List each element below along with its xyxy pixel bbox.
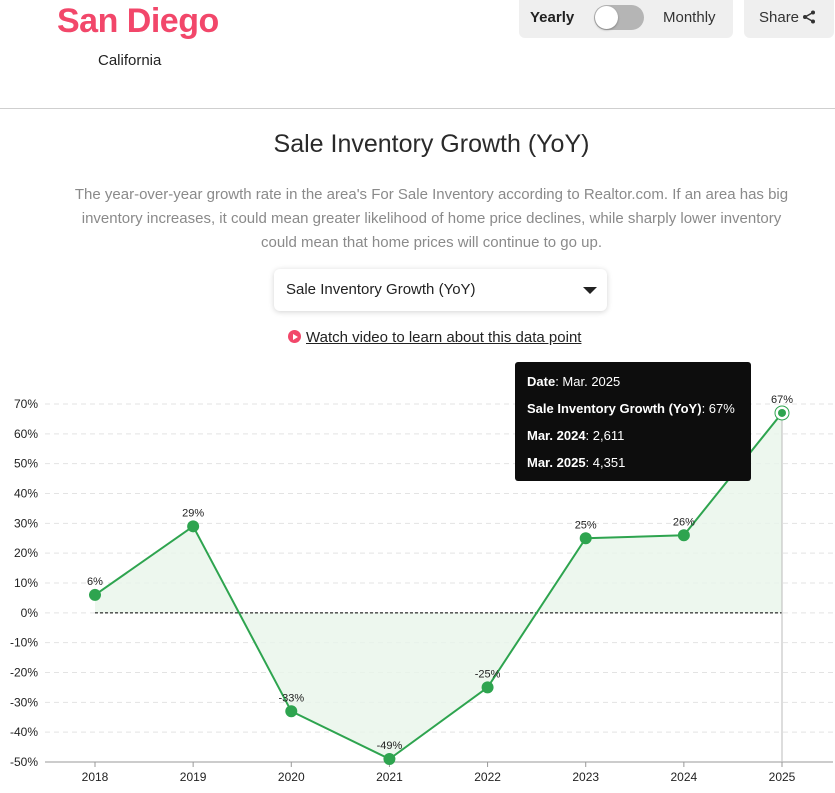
data-label: 25% bbox=[575, 519, 597, 531]
share-label: Share bbox=[759, 9, 800, 26]
y-tick-label: -20% bbox=[10, 666, 38, 680]
data-point bbox=[677, 529, 690, 542]
x-tick-label: 2021 bbox=[376, 770, 403, 784]
tooltip-prev-value: 2,611 bbox=[592, 428, 625, 443]
tooltip-prev-label: Mar. 2024 bbox=[527, 428, 586, 443]
header-divider bbox=[0, 108, 835, 109]
y-tick-label: 20% bbox=[14, 546, 38, 560]
watch-video-link[interactable]: Watch video to learn about this data poi… bbox=[288, 329, 581, 346]
data-label: 29% bbox=[182, 507, 204, 519]
data-label: -33% bbox=[278, 692, 304, 704]
y-tick-label: 40% bbox=[14, 487, 38, 501]
data-point bbox=[383, 753, 396, 766]
y-tick-label: 60% bbox=[14, 427, 38, 441]
x-tick-label: 2018 bbox=[82, 770, 109, 784]
data-point bbox=[89, 588, 101, 601]
y-tick-label: 0% bbox=[21, 606, 39, 620]
tooltip-curr-label: Mar. 2025 bbox=[527, 455, 586, 470]
data-label: -25% bbox=[475, 668, 501, 680]
data-label: -49% bbox=[377, 740, 403, 752]
play-icon bbox=[288, 330, 301, 343]
metric-select[interactable]: Sale Inventory Growth (YoY) bbox=[274, 269, 607, 311]
tooltip-metric-label: Sale Inventory Growth (YoY) bbox=[527, 401, 702, 416]
tooltip-date: Mar. 2025 bbox=[562, 374, 621, 389]
y-tick-label: -50% bbox=[10, 755, 38, 769]
description: The year-over-year growth rate in the ar… bbox=[74, 186, 789, 251]
x-tick-label: 2020 bbox=[278, 770, 305, 784]
share-icon bbox=[803, 10, 816, 24]
data-label: 26% bbox=[673, 516, 695, 528]
data-point bbox=[778, 408, 786, 417]
data-label: 67% bbox=[771, 394, 793, 406]
page-title: Sale Inventory Growth (YoY) bbox=[273, 130, 590, 158]
state-subtitle: California bbox=[98, 52, 162, 69]
tooltip-metric-value: 67% bbox=[708, 401, 735, 416]
data-point bbox=[187, 520, 200, 533]
watch-video-text: Watch video to learn about this data poi… bbox=[306, 329, 582, 346]
y-tick-label: -30% bbox=[10, 695, 38, 709]
x-tick-label: 2025 bbox=[769, 770, 796, 784]
x-tick-label: 2023 bbox=[572, 770, 599, 784]
share-button[interactable]: Share bbox=[744, 0, 834, 38]
tooltip-date-label: Date bbox=[527, 374, 556, 389]
toggle-knob bbox=[595, 6, 618, 29]
yearly-monthly-toggle[interactable]: Yearly Monthly bbox=[519, 0, 733, 38]
chart-tooltip: Date: Mar. 2025 Sale Inventory Growth (Y… bbox=[515, 362, 751, 481]
toggle-monthly-label[interactable]: Monthly bbox=[663, 9, 716, 26]
y-tick-label: 50% bbox=[14, 457, 38, 471]
caret-down-icon bbox=[583, 287, 597, 294]
data-label: 6% bbox=[87, 576, 103, 588]
y-tick-label: 10% bbox=[14, 576, 38, 590]
toggle-switch[interactable] bbox=[594, 5, 644, 30]
x-tick-label: 2024 bbox=[671, 770, 698, 784]
metric-select-value: Sale Inventory Growth (YoY) bbox=[286, 281, 476, 298]
x-tick-label: 2019 bbox=[180, 770, 207, 784]
y-tick-label: 30% bbox=[14, 516, 38, 530]
series-line bbox=[94, 412, 783, 761]
city-title: San Diego bbox=[57, 2, 219, 40]
data-point bbox=[579, 532, 592, 545]
tooltip-curr-value: 4,351 bbox=[592, 455, 626, 470]
y-tick-label: 70% bbox=[14, 397, 38, 411]
y-tick-label: -40% bbox=[10, 725, 38, 739]
toggle-yearly-label[interactable]: Yearly bbox=[530, 9, 575, 26]
area-fill bbox=[95, 412, 782, 760]
data-point bbox=[285, 705, 298, 718]
y-tick-label: -10% bbox=[10, 636, 38, 650]
x-tick-label: 2022 bbox=[474, 770, 501, 784]
data-point bbox=[481, 681, 494, 694]
